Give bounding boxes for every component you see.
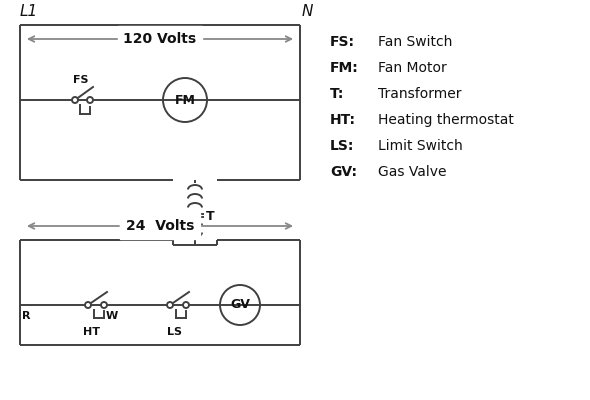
Text: Fan Motor: Fan Motor (378, 61, 447, 75)
Circle shape (167, 302, 173, 308)
Text: FS:: FS: (330, 35, 355, 49)
Text: Heating thermostat: Heating thermostat (378, 113, 514, 127)
Text: HT: HT (84, 327, 100, 337)
Circle shape (72, 97, 78, 103)
Text: LS:: LS: (330, 139, 355, 153)
Text: FM: FM (175, 94, 195, 106)
Text: GV:: GV: (330, 165, 357, 179)
Circle shape (101, 302, 107, 308)
Text: 120 Volts: 120 Volts (123, 32, 196, 46)
Text: GV: GV (230, 298, 250, 312)
Text: Transformer: Transformer (378, 87, 461, 101)
Text: N: N (302, 4, 313, 19)
Circle shape (183, 302, 189, 308)
Text: T: T (206, 210, 215, 222)
Text: LS: LS (166, 327, 182, 337)
Text: FS: FS (73, 75, 88, 85)
Text: 24  Volts: 24 Volts (126, 219, 194, 233)
Text: T:: T: (330, 87, 345, 101)
Text: Limit Switch: Limit Switch (378, 139, 463, 153)
Text: W: W (106, 311, 118, 321)
Text: HT:: HT: (330, 113, 356, 127)
Text: Gas Valve: Gas Valve (378, 165, 447, 179)
Text: R: R (22, 311, 31, 321)
Circle shape (87, 97, 93, 103)
Text: Fan Switch: Fan Switch (378, 35, 453, 49)
Text: L1: L1 (20, 4, 38, 19)
Text: FM:: FM: (330, 61, 359, 75)
Circle shape (85, 302, 91, 308)
